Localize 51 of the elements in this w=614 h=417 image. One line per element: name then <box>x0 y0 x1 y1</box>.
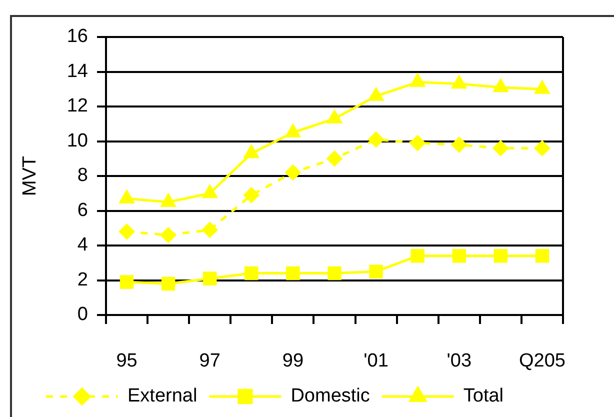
y-axis-title: MVT <box>20 156 41 196</box>
point <box>492 140 509 156</box>
point <box>326 150 342 167</box>
point <box>160 227 176 244</box>
point <box>410 134 426 151</box>
legend-label: External <box>128 386 198 407</box>
point <box>534 80 550 94</box>
x-tick-label: '03 <box>446 350 472 372</box>
y-tick-label: 2 <box>77 269 88 290</box>
point <box>285 124 301 138</box>
point <box>326 110 342 124</box>
point <box>161 276 176 291</box>
point <box>202 184 218 198</box>
y-tick-label: 10 <box>66 130 88 152</box>
point <box>160 193 176 207</box>
point <box>328 266 342 280</box>
point <box>120 275 134 289</box>
point <box>244 144 260 158</box>
point <box>118 224 135 240</box>
point <box>369 264 383 278</box>
point <box>118 190 135 204</box>
y-tick-label: 12 <box>66 96 88 117</box>
point <box>243 187 260 204</box>
x-tick-label: 99 <box>282 350 304 372</box>
point <box>202 222 218 238</box>
point <box>535 249 550 263</box>
y-tick-label: 0 <box>77 304 88 326</box>
point <box>368 87 384 101</box>
point <box>492 78 509 92</box>
x-tick-label: 95 <box>116 350 138 372</box>
point <box>410 73 426 87</box>
point <box>244 266 258 280</box>
point <box>286 266 300 280</box>
point <box>410 249 424 263</box>
legend-label: Domestic <box>290 386 370 407</box>
point <box>494 249 508 263</box>
point <box>451 136 468 153</box>
y-tick-label: 6 <box>77 200 88 221</box>
x-tick-label: '01 <box>364 350 388 372</box>
y-tick-label: 14 <box>66 60 88 82</box>
point <box>452 249 466 263</box>
legend-label: Total <box>463 386 504 407</box>
x-tick-label: 97 <box>199 350 220 372</box>
y-tick-label: 4 <box>77 234 88 256</box>
point <box>284 164 301 181</box>
point <box>451 74 467 89</box>
point <box>203 272 217 286</box>
y-tick-label: 8 <box>77 165 88 186</box>
point <box>534 140 550 156</box>
y-tick-label: 16 <box>66 26 88 48</box>
x-tick-label: Q205 <box>518 350 566 372</box>
